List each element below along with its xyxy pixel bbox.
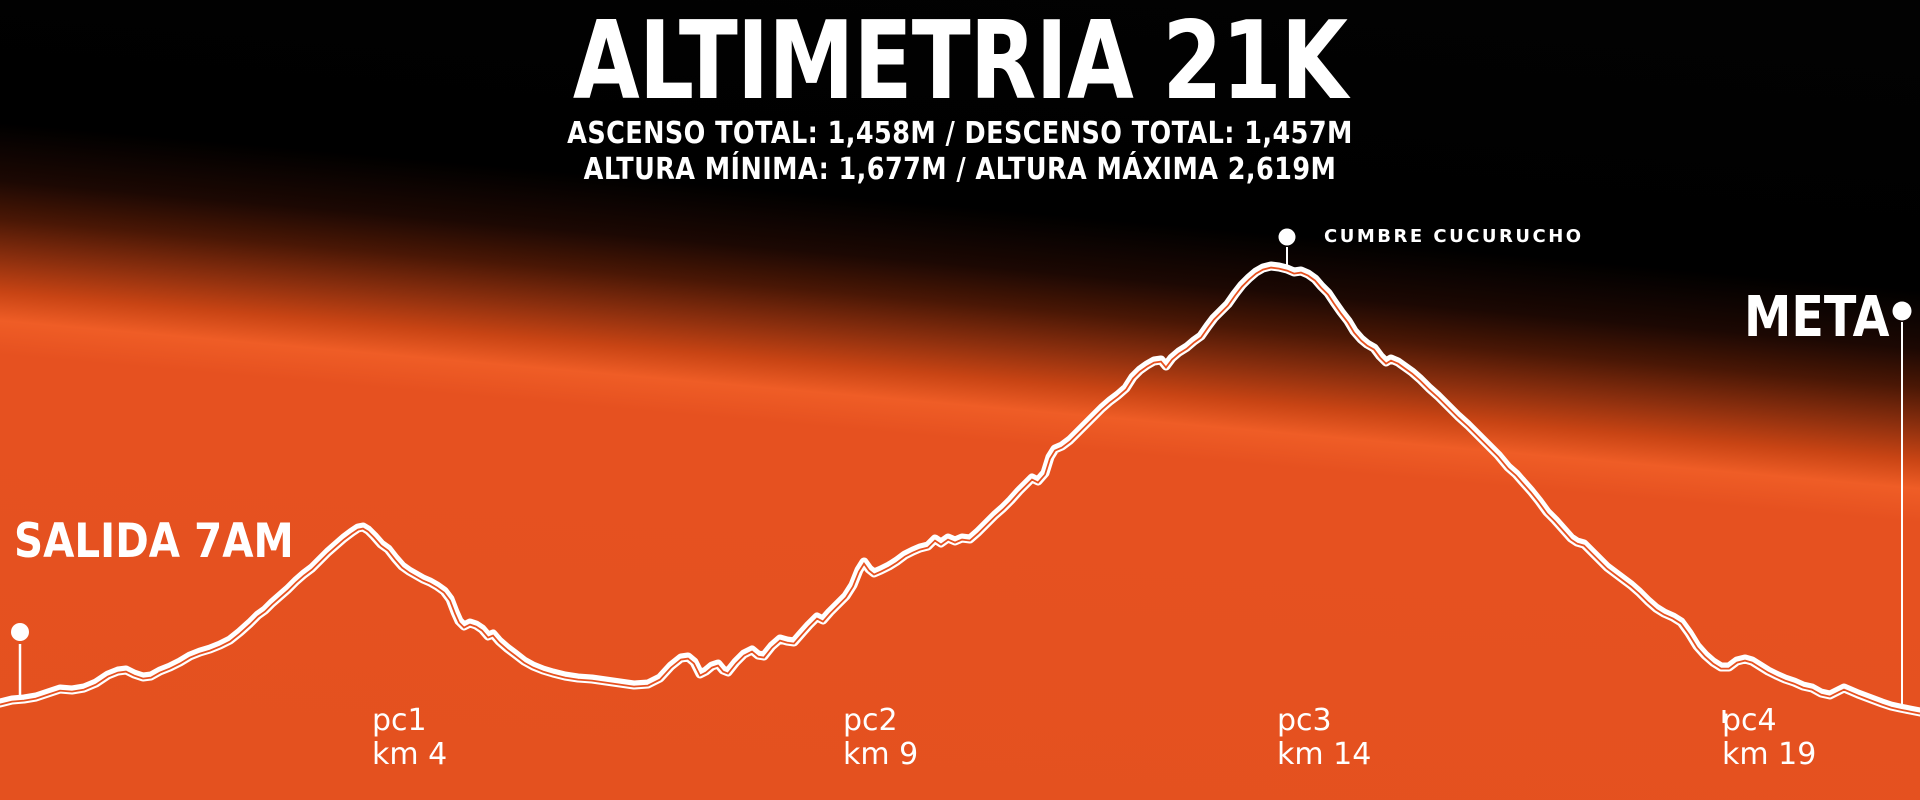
checkpoint-km: km 4 xyxy=(372,737,448,772)
checkpoint-name: pc4 xyxy=(1722,703,1777,738)
checkpoint-name: pc1 xyxy=(372,703,427,738)
start-label: SALIDA 7AM xyxy=(14,514,294,569)
checkpoint-name: pc2 xyxy=(843,703,898,738)
checkpoint-name: pc3 xyxy=(1277,703,1332,738)
checkpoint-km: km 14 xyxy=(1277,737,1372,772)
subtitle-altitude: ALTURA MÍNIMA: 1,677M / ALTURA MÁXIMA 2,… xyxy=(583,152,1337,187)
checkpoint-pc4: pc4 km 19 xyxy=(1722,704,1816,772)
summit-label: CUMBRE CUCURUCHO xyxy=(1324,226,1584,247)
checkpoint-km: km 19 xyxy=(1722,737,1817,772)
salida-marker-dot xyxy=(11,623,29,641)
checkpoint-pc2: pc2 km 9 xyxy=(843,704,918,772)
checkpoint-pc3: pc3 km 14 xyxy=(1277,704,1371,772)
checkpoint-km: km 9 xyxy=(843,737,919,772)
meta-marker-dot xyxy=(1892,301,1912,321)
cumbre-marker-dot xyxy=(1278,228,1296,246)
checkpoint-pc1: pc1 km 4 xyxy=(372,704,447,772)
subtitle-ascent-descent: ASCENSO TOTAL: 1,458M / DESCENSO TOTAL: … xyxy=(567,116,1353,151)
page-title: ALTIMETRIA 21K xyxy=(572,0,1348,124)
finish-label: META xyxy=(1744,285,1890,350)
